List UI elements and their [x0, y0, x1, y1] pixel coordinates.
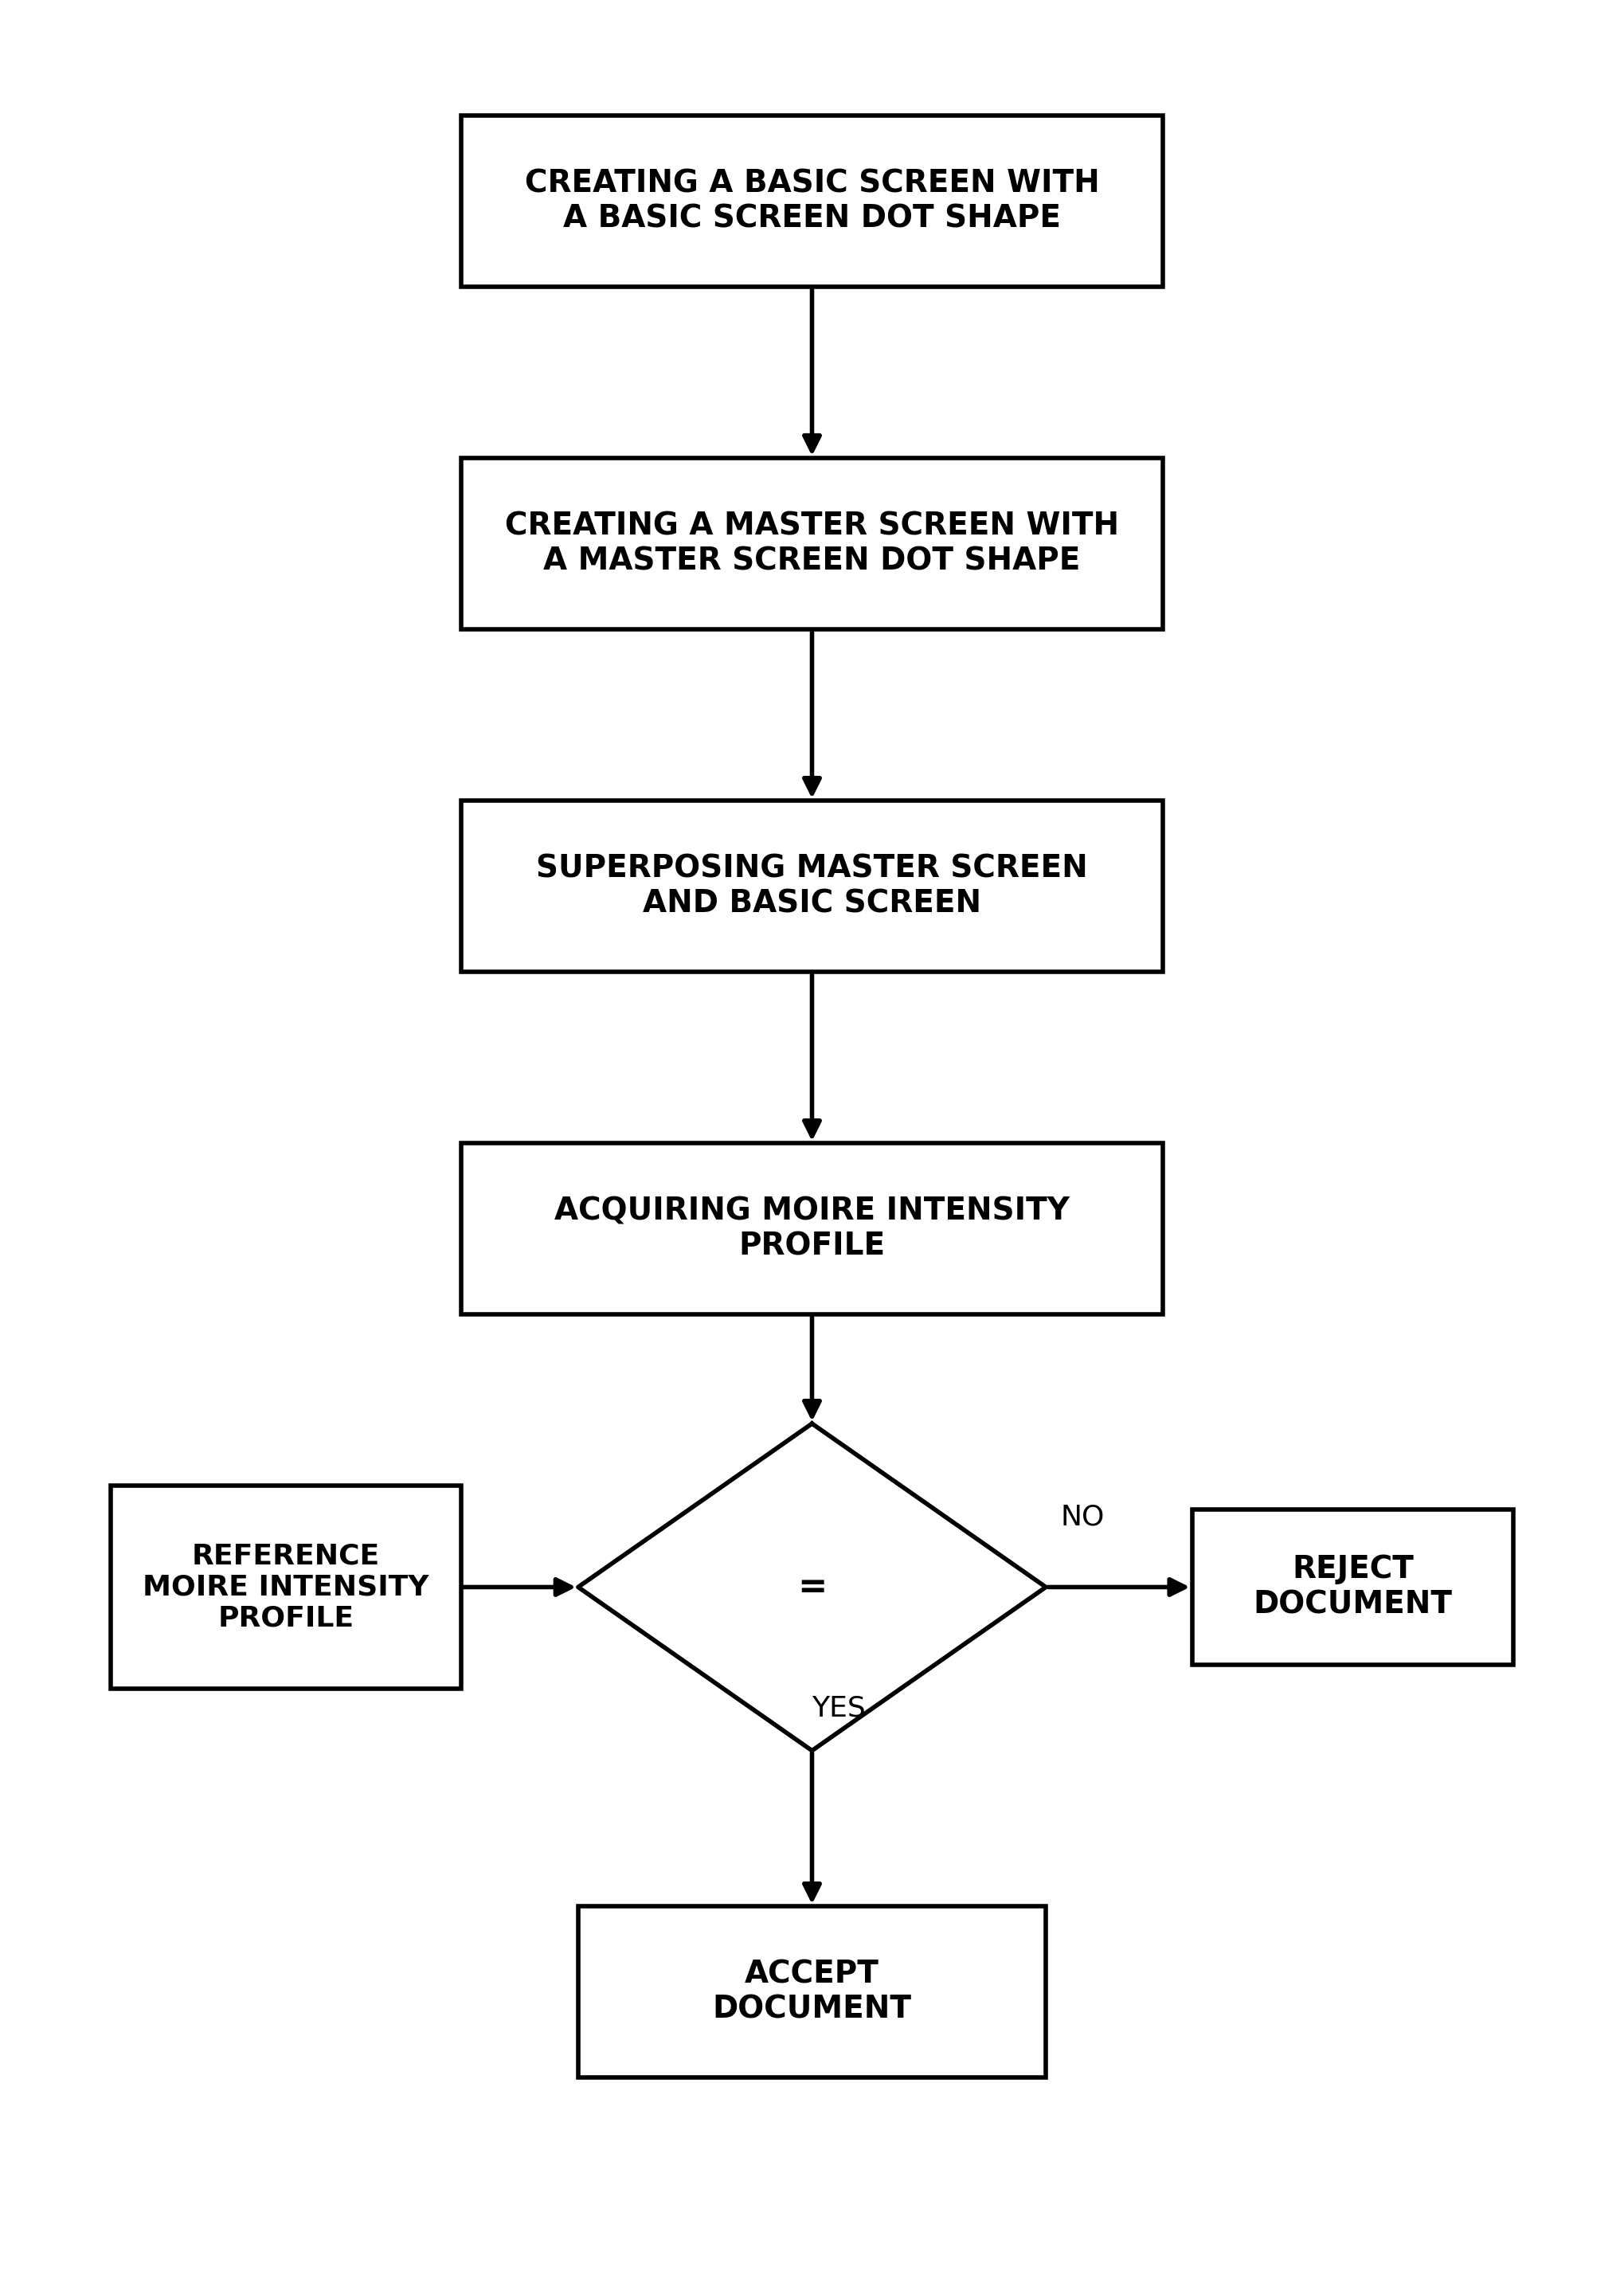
- FancyBboxPatch shape: [461, 459, 1163, 629]
- Text: ACQUIRING MOIRE INTENSITY
PROFILE: ACQUIRING MOIRE INTENSITY PROFILE: [554, 1197, 1070, 1263]
- Text: REFERENCE
MOIRE INTENSITY
PROFILE: REFERENCE MOIRE INTENSITY PROFILE: [143, 1542, 429, 1633]
- Text: CREATING A BASIC SCREEN WITH
A BASIC SCREEN DOT SHAPE: CREATING A BASIC SCREEN WITH A BASIC SCR…: [525, 168, 1099, 234]
- FancyBboxPatch shape: [461, 1142, 1163, 1315]
- Text: CREATING A MASTER SCREEN WITH
A MASTER SCREEN DOT SHAPE: CREATING A MASTER SCREEN WITH A MASTER S…: [505, 511, 1119, 577]
- FancyBboxPatch shape: [461, 802, 1163, 972]
- FancyBboxPatch shape: [110, 1485, 461, 1687]
- FancyBboxPatch shape: [1192, 1510, 1514, 1665]
- Text: NO: NO: [1060, 1503, 1104, 1531]
- FancyBboxPatch shape: [578, 1905, 1046, 2078]
- FancyBboxPatch shape: [461, 116, 1163, 286]
- Text: ACCEPT
DOCUMENT: ACCEPT DOCUMENT: [713, 1960, 911, 2026]
- Text: SUPERPOSING MASTER SCREEN
AND BASIC SCREEN: SUPERPOSING MASTER SCREEN AND BASIC SCRE…: [536, 854, 1088, 920]
- Text: REJECT
DOCUMENT: REJECT DOCUMENT: [1254, 1553, 1452, 1619]
- Text: =: =: [797, 1569, 827, 1603]
- Text: YES: YES: [812, 1694, 866, 1721]
